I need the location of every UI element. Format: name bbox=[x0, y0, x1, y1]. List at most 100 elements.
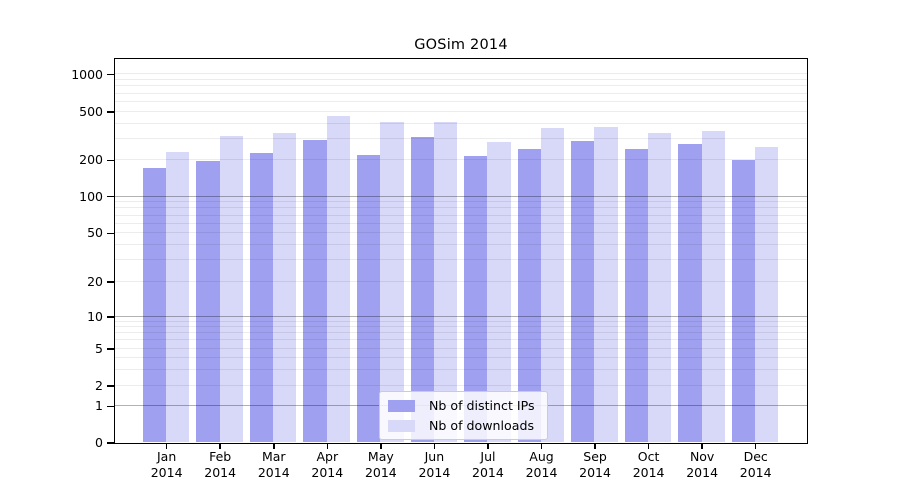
x-tick-year: 2014 bbox=[150, 464, 183, 480]
bar-distinct-ips-dec bbox=[731, 159, 756, 442]
x-tick-label-feb: Feb 2014 bbox=[190, 449, 250, 480]
x-tick-mark bbox=[701, 444, 703, 449]
x-tick-label-mar: Mar 2014 bbox=[244, 449, 304, 480]
x-tick-month: Feb bbox=[209, 449, 232, 464]
x-tick-month: Jan bbox=[157, 449, 177, 464]
chart-title: GOSim 2014 bbox=[414, 37, 508, 53]
x-tick-label-nov: Nov 2014 bbox=[672, 449, 732, 480]
legend-swatch-downloads bbox=[388, 419, 415, 432]
x-tick-month: Nov bbox=[689, 449, 715, 464]
legend-label-downloads: Nb of downloads bbox=[429, 418, 535, 433]
bar-distinct-ips-sep bbox=[571, 141, 595, 442]
y-tick-label: 200 bbox=[79, 152, 103, 168]
minor-gridline bbox=[115, 159, 807, 161]
gridlines-layer bbox=[115, 59, 807, 443]
bar-downloads-nov bbox=[701, 130, 725, 442]
minor-gridline bbox=[115, 384, 807, 386]
y-tick-mark bbox=[107, 348, 114, 350]
x-tick-year: 2014 bbox=[257, 464, 290, 480]
minor-gridline bbox=[115, 232, 807, 234]
x-tick-mark bbox=[647, 444, 650, 449]
x-tick-mark bbox=[594, 444, 596, 449]
y-tick-label: 1000 bbox=[71, 66, 103, 82]
x-tick-month: Jun bbox=[424, 449, 445, 464]
bar-distinct-ips-may bbox=[356, 154, 381, 442]
bar-downloads-jun bbox=[433, 121, 458, 442]
x-tick-year: 2014 bbox=[472, 464, 504, 480]
x-tick-label-sep: Sep 2014 bbox=[565, 449, 625, 480]
bar-distinct-ips-apr bbox=[303, 140, 327, 442]
y-tick-mark bbox=[107, 405, 114, 408]
y-tick-mark bbox=[107, 281, 114, 283]
x-tick-mark bbox=[219, 444, 221, 449]
x-tick-label-jun: Jun 2014 bbox=[404, 449, 464, 480]
minor-gridline bbox=[115, 356, 807, 358]
x-tick-month: Sep bbox=[583, 449, 607, 464]
minor-gridline bbox=[115, 85, 807, 87]
bar-distinct-ips-aug bbox=[517, 149, 541, 442]
x-tick-year: 2014 bbox=[579, 464, 611, 480]
minor-gridline bbox=[115, 207, 807, 209]
minor-gridline bbox=[115, 110, 807, 112]
x-tick-mark bbox=[380, 444, 382, 449]
legend-label-distinct-ips: Nb of distinct IPs bbox=[429, 398, 535, 413]
minor-gridline bbox=[115, 201, 807, 203]
minor-gridline bbox=[115, 122, 807, 124]
x-tick-label-may: May 2014 bbox=[351, 449, 411, 480]
x-tick-month: Dec bbox=[743, 449, 768, 464]
minor-gridline bbox=[115, 79, 807, 81]
minor-gridline bbox=[115, 101, 807, 103]
x-tick-mark bbox=[165, 444, 168, 449]
x-tick-mark bbox=[754, 444, 757, 449]
y-tick-mark bbox=[107, 73, 114, 76]
x-tick-year: 2014 bbox=[632, 464, 665, 480]
minor-gridline bbox=[115, 73, 807, 75]
minor-gridline bbox=[115, 244, 807, 246]
x-tick-year: 2014 bbox=[311, 464, 344, 480]
x-tick-label-jan: Jan 2014 bbox=[137, 449, 197, 480]
bar-downloads-apr bbox=[326, 115, 350, 442]
bar-distinct-ips-jul bbox=[464, 155, 488, 442]
x-tick-label-dec: Dec 2014 bbox=[726, 449, 786, 480]
x-tick-mark bbox=[540, 444, 543, 449]
x-tick-month: Oct bbox=[637, 449, 660, 464]
x-tick-label-oct: Oct 2014 bbox=[619, 449, 679, 480]
bars-layer bbox=[115, 59, 807, 443]
y-tick-mark bbox=[107, 316, 114, 318]
bar-downloads-mar bbox=[273, 133, 297, 442]
minor-gridline bbox=[115, 137, 807, 139]
x-tick-year: 2014 bbox=[418, 464, 451, 480]
minor-gridline bbox=[115, 368, 807, 370]
minor-gridline bbox=[115, 320, 807, 322]
y-tick-mark bbox=[107, 232, 114, 235]
legend: Nb of distinct IPs Nb of downloads bbox=[379, 391, 548, 440]
y-tick-label: 10 bbox=[87, 309, 103, 324]
x-tick-year: 2014 bbox=[525, 464, 558, 480]
minor-gridline bbox=[115, 339, 807, 341]
bar-downloads-may bbox=[380, 121, 404, 442]
x-tick-month: Mar bbox=[261, 449, 286, 464]
x-tick-label-jul: Jul 2014 bbox=[458, 449, 518, 480]
y-tick-mark bbox=[107, 442, 114, 444]
bar-distinct-ips-oct bbox=[624, 149, 648, 442]
x-tick-year: 2014 bbox=[204, 464, 237, 480]
major-gridline bbox=[115, 315, 807, 317]
legend-swatch-distinct-ips bbox=[388, 399, 415, 412]
minor-gridline bbox=[115, 214, 807, 216]
y-tick-label: 1 bbox=[95, 398, 103, 414]
bar-distinct-ips-feb bbox=[196, 161, 220, 442]
minor-gridline bbox=[115, 222, 807, 224]
x-tick-mark bbox=[433, 444, 436, 449]
minor-gridline bbox=[115, 259, 807, 261]
legend-item-distinct-ips: Nb of distinct IPs bbox=[388, 398, 535, 413]
minor-gridline bbox=[115, 347, 807, 349]
y-tick-label: 50 bbox=[87, 225, 103, 241]
bar-distinct-ips-jan bbox=[142, 168, 167, 442]
x-tick-year: 2014 bbox=[739, 464, 772, 480]
bar-downloads-oct bbox=[648, 133, 672, 442]
bar-downloads-aug bbox=[540, 127, 565, 442]
legend-item-downloads: Nb of downloads bbox=[388, 418, 535, 433]
minor-gridline bbox=[115, 326, 807, 328]
bar-downloads-jul bbox=[487, 141, 511, 442]
plot-area: Nb of distinct IPs Nb of downloads bbox=[114, 58, 808, 444]
